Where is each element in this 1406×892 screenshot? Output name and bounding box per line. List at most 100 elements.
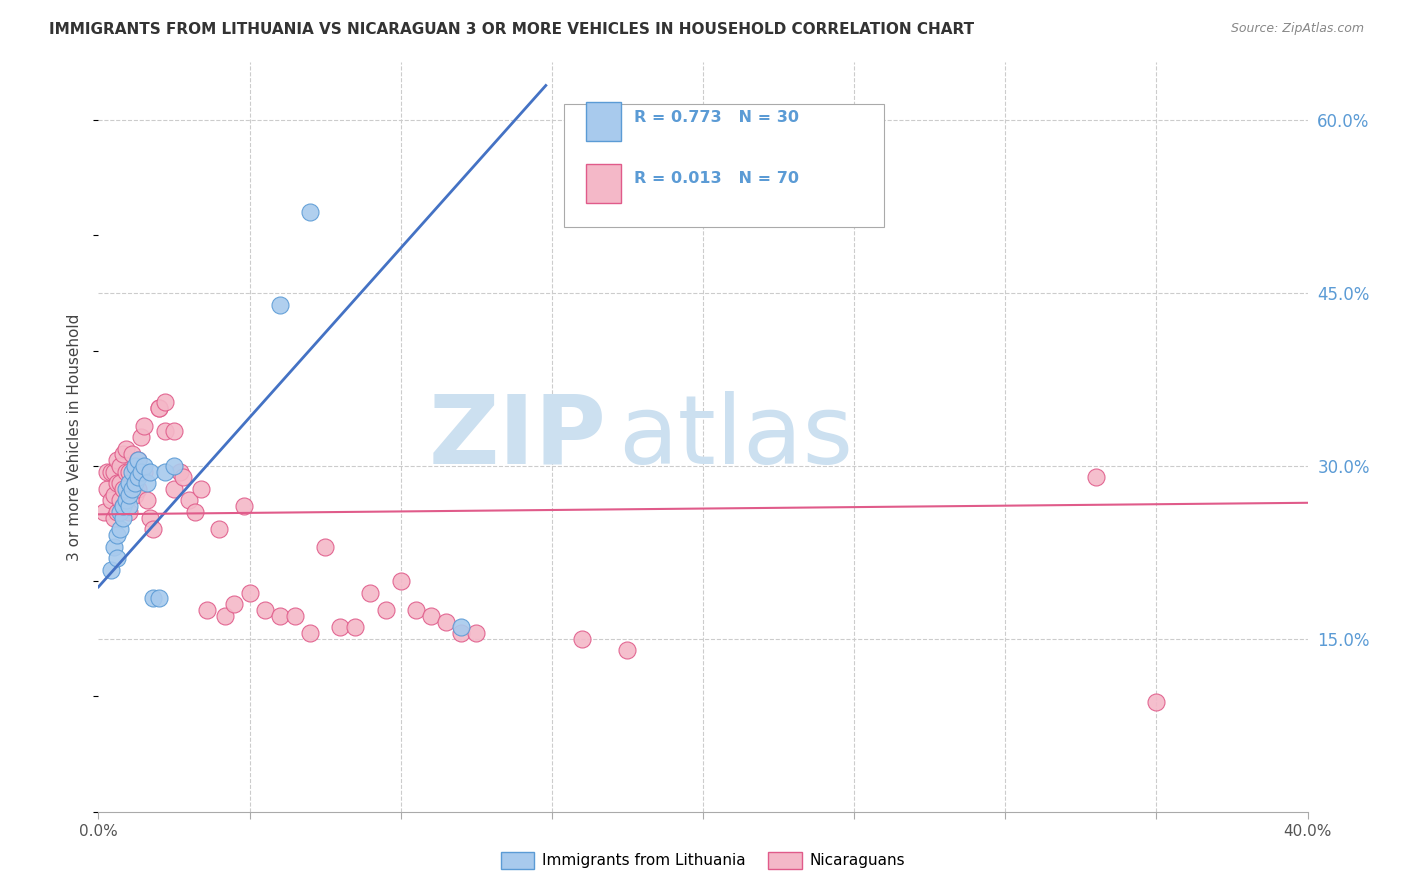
Point — [114, 465, 136, 479]
Point — [108, 505, 131, 519]
Point — [108, 476, 131, 491]
Point — [169, 465, 191, 479]
Point — [148, 591, 170, 606]
Point — [127, 453, 149, 467]
Text: R = 0.773   N = 30: R = 0.773 N = 30 — [634, 110, 799, 125]
Point — [269, 297, 291, 311]
Point — [93, 505, 115, 519]
Point — [114, 482, 136, 496]
Point — [195, 603, 218, 617]
Point — [103, 540, 125, 554]
Point — [100, 493, 122, 508]
Point — [163, 425, 186, 439]
Point — [184, 505, 207, 519]
Point — [1085, 470, 1108, 484]
Point — [118, 488, 141, 502]
Text: Source: ZipAtlas.com: Source: ZipAtlas.com — [1230, 22, 1364, 36]
Point — [111, 510, 134, 524]
FancyBboxPatch shape — [564, 103, 884, 227]
Point — [148, 401, 170, 416]
Point — [269, 608, 291, 623]
Point — [103, 465, 125, 479]
Point — [139, 510, 162, 524]
Point — [405, 603, 427, 617]
Point — [105, 551, 128, 566]
Point — [224, 597, 246, 611]
Point — [163, 482, 186, 496]
Point — [571, 632, 593, 646]
Point — [132, 458, 155, 473]
Point — [360, 585, 382, 599]
Point — [450, 626, 472, 640]
Point — [100, 563, 122, 577]
Point — [103, 488, 125, 502]
Point — [389, 574, 412, 589]
Point — [124, 488, 146, 502]
Legend: Immigrants from Lithuania, Nicaraguans: Immigrants from Lithuania, Nicaraguans — [495, 846, 911, 875]
Point — [103, 510, 125, 524]
Point — [374, 603, 396, 617]
Point — [153, 395, 176, 409]
Point — [118, 476, 141, 491]
Point — [118, 500, 141, 514]
Point — [129, 430, 152, 444]
Text: ZIP: ZIP — [429, 391, 606, 483]
Point — [96, 465, 118, 479]
Text: atlas: atlas — [619, 391, 853, 483]
Point — [124, 476, 146, 491]
Point — [434, 615, 457, 629]
Point — [284, 608, 307, 623]
Point — [190, 482, 212, 496]
Point — [214, 608, 236, 623]
Point — [142, 522, 165, 536]
Point — [465, 626, 488, 640]
Point — [314, 540, 336, 554]
Y-axis label: 3 or more Vehicles in Household: 3 or more Vehicles in Household — [67, 313, 83, 561]
Point — [344, 620, 367, 634]
Point — [111, 500, 134, 514]
Point — [105, 528, 128, 542]
Point — [127, 482, 149, 496]
FancyBboxPatch shape — [586, 103, 621, 141]
Point — [153, 425, 176, 439]
Point — [135, 493, 157, 508]
Point — [118, 488, 141, 502]
Point — [450, 620, 472, 634]
Point — [127, 453, 149, 467]
Point — [132, 465, 155, 479]
Point — [105, 476, 128, 491]
Point — [105, 453, 128, 467]
Point — [127, 470, 149, 484]
Point — [111, 447, 134, 461]
Point — [139, 465, 162, 479]
Point — [208, 522, 231, 536]
Point — [108, 522, 131, 536]
Point — [96, 482, 118, 496]
Point — [1144, 695, 1167, 709]
Point — [111, 500, 134, 514]
Point — [118, 505, 141, 519]
Point — [132, 418, 155, 433]
Point — [299, 626, 322, 640]
Point — [121, 482, 143, 496]
Point — [111, 482, 134, 496]
Point — [616, 643, 638, 657]
Point — [118, 465, 141, 479]
Point — [108, 493, 131, 508]
Point — [124, 458, 146, 473]
Point — [105, 505, 128, 519]
Point — [179, 493, 201, 508]
Point — [253, 603, 276, 617]
Point — [299, 205, 322, 219]
FancyBboxPatch shape — [586, 163, 621, 202]
Point — [148, 401, 170, 416]
Point — [172, 470, 194, 484]
Point — [142, 591, 165, 606]
Point — [121, 482, 143, 496]
Point — [114, 493, 136, 508]
Point — [420, 608, 443, 623]
Point — [163, 458, 186, 473]
Point — [329, 620, 352, 634]
Point — [121, 447, 143, 461]
Point — [108, 458, 131, 473]
